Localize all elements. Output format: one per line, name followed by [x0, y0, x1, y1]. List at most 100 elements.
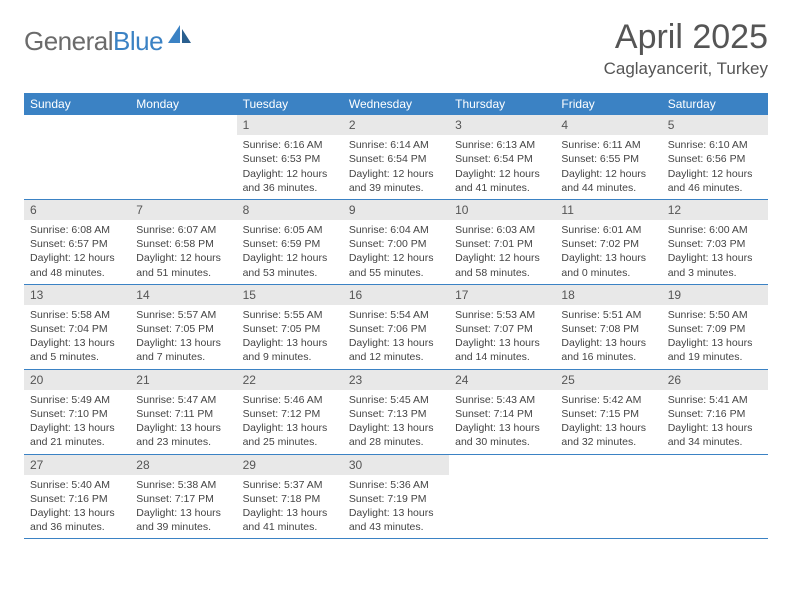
day-number: 24 [449, 370, 555, 390]
day-body: Sunrise: 6:16 AMSunset: 6:53 PMDaylight:… [237, 135, 343, 199]
day-body: Sunrise: 6:14 AMSunset: 6:54 PMDaylight:… [343, 135, 449, 199]
calendar-cell: 5Sunrise: 6:10 AMSunset: 6:56 PMDaylight… [662, 115, 768, 199]
day-number: 28 [130, 455, 236, 475]
day-body: Sunrise: 5:51 AMSunset: 7:08 PMDaylight:… [555, 305, 661, 369]
calendar-row: 27Sunrise: 5:40 AMSunset: 7:16 PMDayligh… [24, 454, 768, 539]
calendar-cell: 30Sunrise: 5:36 AMSunset: 7:19 PMDayligh… [343, 454, 449, 539]
calendar-cell: 26Sunrise: 5:41 AMSunset: 7:16 PMDayligh… [662, 369, 768, 454]
day-number: 9 [343, 200, 449, 220]
day-body: Sunrise: 6:00 AMSunset: 7:03 PMDaylight:… [662, 220, 768, 284]
day-number: 19 [662, 285, 768, 305]
day-body: Sunrise: 5:55 AMSunset: 7:05 PMDaylight:… [237, 305, 343, 369]
month-title: April 2025 [604, 18, 768, 57]
day-number: 12 [662, 200, 768, 220]
calendar-cell: 22Sunrise: 5:46 AMSunset: 7:12 PMDayligh… [237, 369, 343, 454]
day-body: Sunrise: 5:38 AMSunset: 7:17 PMDaylight:… [130, 475, 236, 539]
calendar-cell: 27Sunrise: 5:40 AMSunset: 7:16 PMDayligh… [24, 454, 130, 539]
day-body: Sunrise: 5:53 AMSunset: 7:07 PMDaylight:… [449, 305, 555, 369]
calendar-cell: 9Sunrise: 6:04 AMSunset: 7:00 PMDaylight… [343, 199, 449, 284]
header: GeneralBlue April 2025 Caglayancerit, Tu… [24, 18, 768, 79]
location: Caglayancerit, Turkey [604, 59, 768, 79]
day-body: Sunrise: 6:08 AMSunset: 6:57 PMDaylight:… [24, 220, 130, 284]
day-number: 18 [555, 285, 661, 305]
calendar-cell: 2Sunrise: 6:14 AMSunset: 6:54 PMDaylight… [343, 115, 449, 199]
weekday-header: Monday [130, 93, 236, 115]
calendar-cell: .. [555, 454, 661, 539]
weekday-header: Wednesday [343, 93, 449, 115]
day-number: 30 [343, 455, 449, 475]
day-body: Sunrise: 6:10 AMSunset: 6:56 PMDaylight:… [662, 135, 768, 199]
day-body: Sunrise: 5:43 AMSunset: 7:14 PMDaylight:… [449, 390, 555, 454]
calendar-cell: 18Sunrise: 5:51 AMSunset: 7:08 PMDayligh… [555, 284, 661, 369]
calendar-cell: 19Sunrise: 5:50 AMSunset: 7:09 PMDayligh… [662, 284, 768, 369]
day-body: Sunrise: 6:07 AMSunset: 6:58 PMDaylight:… [130, 220, 236, 284]
day-number: 23 [343, 370, 449, 390]
day-number: 17 [449, 285, 555, 305]
calendar-cell: .. [24, 115, 130, 199]
day-number: 5 [662, 115, 768, 135]
day-body: Sunrise: 5:42 AMSunset: 7:15 PMDaylight:… [555, 390, 661, 454]
calendar-cell: 29Sunrise: 5:37 AMSunset: 7:18 PMDayligh… [237, 454, 343, 539]
calendar-cell: 6Sunrise: 6:08 AMSunset: 6:57 PMDaylight… [24, 199, 130, 284]
calendar-cell: 11Sunrise: 6:01 AMSunset: 7:02 PMDayligh… [555, 199, 661, 284]
day-number: 20 [24, 370, 130, 390]
day-number: 11 [555, 200, 661, 220]
day-number: 27 [24, 455, 130, 475]
day-number: 22 [237, 370, 343, 390]
calendar-cell: 28Sunrise: 5:38 AMSunset: 7:17 PMDayligh… [130, 454, 236, 539]
calendar-body: ....1Sunrise: 6:16 AMSunset: 6:53 PMDayl… [24, 115, 768, 539]
day-number: 6 [24, 200, 130, 220]
calendar-cell: 13Sunrise: 5:58 AMSunset: 7:04 PMDayligh… [24, 284, 130, 369]
day-number: 3 [449, 115, 555, 135]
calendar-cell: 4Sunrise: 6:11 AMSunset: 6:55 PMDaylight… [555, 115, 661, 199]
calendar-cell: .. [449, 454, 555, 539]
weekday-header: Tuesday [237, 93, 343, 115]
calendar-cell: 10Sunrise: 6:03 AMSunset: 7:01 PMDayligh… [449, 199, 555, 284]
day-body: Sunrise: 6:04 AMSunset: 7:00 PMDaylight:… [343, 220, 449, 284]
calendar-cell: 15Sunrise: 5:55 AMSunset: 7:05 PMDayligh… [237, 284, 343, 369]
day-number: 29 [237, 455, 343, 475]
day-number: 14 [130, 285, 236, 305]
day-body: Sunrise: 5:46 AMSunset: 7:12 PMDaylight:… [237, 390, 343, 454]
logo: GeneralBlue [24, 26, 193, 57]
calendar-cell: 8Sunrise: 6:05 AMSunset: 6:59 PMDaylight… [237, 199, 343, 284]
calendar-cell: .. [130, 115, 236, 199]
day-number: 7 [130, 200, 236, 220]
day-number: 1 [237, 115, 343, 135]
logo-text-general: General [24, 26, 113, 57]
day-number: 8 [237, 200, 343, 220]
day-body: Sunrise: 5:57 AMSunset: 7:05 PMDaylight:… [130, 305, 236, 369]
day-body: Sunrise: 5:54 AMSunset: 7:06 PMDaylight:… [343, 305, 449, 369]
day-number: 16 [343, 285, 449, 305]
calendar-cell: .. [662, 454, 768, 539]
day-body: Sunrise: 5:58 AMSunset: 7:04 PMDaylight:… [24, 305, 130, 369]
calendar-row: 13Sunrise: 5:58 AMSunset: 7:04 PMDayligh… [24, 284, 768, 369]
calendar-cell: 20Sunrise: 5:49 AMSunset: 7:10 PMDayligh… [24, 369, 130, 454]
calendar-row: ....1Sunrise: 6:16 AMSunset: 6:53 PMDayl… [24, 115, 768, 199]
calendar-cell: 14Sunrise: 5:57 AMSunset: 7:05 PMDayligh… [130, 284, 236, 369]
weekday-header: Friday [555, 93, 661, 115]
calendar-cell: 24Sunrise: 5:43 AMSunset: 7:14 PMDayligh… [449, 369, 555, 454]
day-number: 4 [555, 115, 661, 135]
calendar-row: 6Sunrise: 6:08 AMSunset: 6:57 PMDaylight… [24, 199, 768, 284]
calendar-cell: 17Sunrise: 5:53 AMSunset: 7:07 PMDayligh… [449, 284, 555, 369]
calendar-table: SundayMondayTuesdayWednesdayThursdayFrid… [24, 93, 768, 539]
calendar-cell: 3Sunrise: 6:13 AMSunset: 6:54 PMDaylight… [449, 115, 555, 199]
calendar-cell: 21Sunrise: 5:47 AMSunset: 7:11 PMDayligh… [130, 369, 236, 454]
logo-sail-icon [167, 24, 193, 51]
weekday-header: Thursday [449, 93, 555, 115]
day-number: 10 [449, 200, 555, 220]
day-number: 21 [130, 370, 236, 390]
day-body: Sunrise: 6:03 AMSunset: 7:01 PMDaylight:… [449, 220, 555, 284]
day-body: Sunrise: 5:40 AMSunset: 7:16 PMDaylight:… [24, 475, 130, 539]
calendar-cell: 25Sunrise: 5:42 AMSunset: 7:15 PMDayligh… [555, 369, 661, 454]
day-body: Sunrise: 6:05 AMSunset: 6:59 PMDaylight:… [237, 220, 343, 284]
day-body: Sunrise: 5:50 AMSunset: 7:09 PMDaylight:… [662, 305, 768, 369]
day-body: Sunrise: 6:01 AMSunset: 7:02 PMDaylight:… [555, 220, 661, 284]
day-body: Sunrise: 5:47 AMSunset: 7:11 PMDaylight:… [130, 390, 236, 454]
day-number: 25 [555, 370, 661, 390]
weekday-header-row: SundayMondayTuesdayWednesdayThursdayFrid… [24, 93, 768, 115]
day-number: 26 [662, 370, 768, 390]
day-number: 15 [237, 285, 343, 305]
day-body: Sunrise: 5:37 AMSunset: 7:18 PMDaylight:… [237, 475, 343, 539]
